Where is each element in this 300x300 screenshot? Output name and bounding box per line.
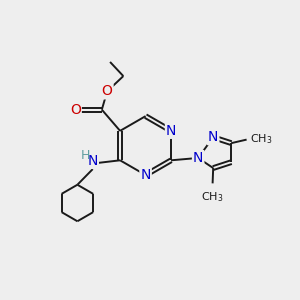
Text: O: O — [70, 103, 81, 117]
Text: N: N — [208, 130, 218, 144]
Text: O: O — [102, 84, 112, 98]
Text: N: N — [193, 151, 203, 165]
Text: N: N — [166, 124, 176, 138]
Text: H: H — [81, 148, 90, 161]
Text: CH$_3$: CH$_3$ — [201, 190, 224, 204]
Text: N: N — [140, 168, 151, 182]
Text: CH$_3$: CH$_3$ — [250, 133, 273, 146]
Text: N: N — [88, 154, 98, 168]
